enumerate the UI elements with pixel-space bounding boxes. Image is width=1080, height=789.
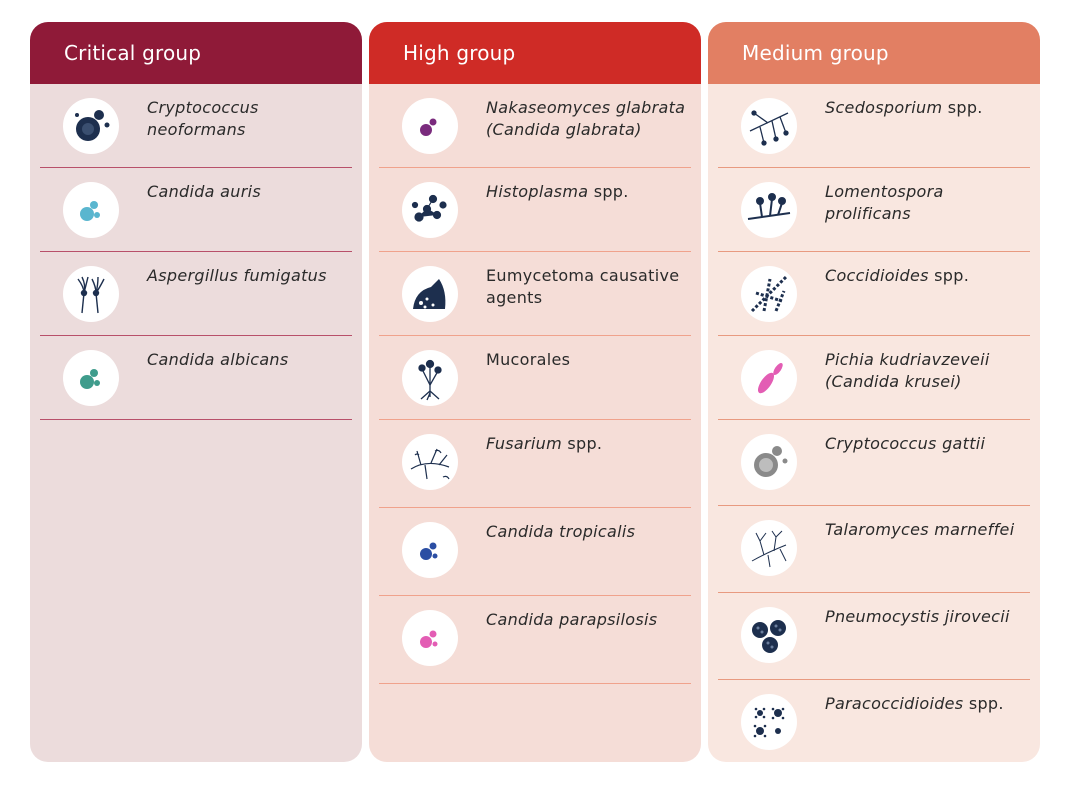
species-name: Fusarium xyxy=(486,434,562,453)
species-suffix: spp. xyxy=(963,694,1004,713)
list-item: Pneumocystis jirovecii xyxy=(718,593,1030,680)
high-group-column: High group Nakaseomyces glabrata (Candid… xyxy=(369,22,701,762)
pilot-wheel-icon xyxy=(741,694,797,750)
cryptococcus-cell-icon xyxy=(63,98,119,154)
species-name: Talaromyces marneffei xyxy=(825,520,1015,539)
high-group-header: High group xyxy=(369,22,701,84)
species-suffix: Eumycetoma causative agents xyxy=(486,266,680,307)
cyst-cluster-icon xyxy=(741,607,797,663)
yeast-cell-icon xyxy=(402,522,458,578)
yeast-cell-icon xyxy=(63,350,119,406)
list-item: Talaromyces marneffei xyxy=(718,506,1030,593)
list-item: Mucorales xyxy=(379,336,691,420)
list-item: Cryptococcus neoformans xyxy=(40,84,352,168)
elongated-cell-icon xyxy=(741,350,797,406)
species-name: Nakaseomyces glabrata (Candida glabrata) xyxy=(486,98,686,139)
list-item: Pichia kudriavzeveii (Candida krusei) xyxy=(718,336,1030,420)
cryptococcus-cell-icon xyxy=(741,434,797,490)
list-item: Nakaseomyces glabrata (Candida glabrata) xyxy=(379,84,691,168)
granule-icon xyxy=(402,266,458,322)
sporangium-icon xyxy=(402,350,458,406)
mold-spores-icon xyxy=(63,266,119,322)
yeast-cell-icon xyxy=(402,610,458,666)
yeast-cell-icon xyxy=(63,182,119,238)
species-name: Lomentospora prolificans xyxy=(825,182,944,223)
list-item: Eumycetoma causative agents xyxy=(379,252,691,336)
species-name: Candida albicans xyxy=(147,350,289,369)
species-name: Paracoccidioides xyxy=(825,694,964,713)
list-item: Fusarium spp. xyxy=(379,420,691,508)
species-name: Histoplasma xyxy=(486,182,589,201)
species-name: Scedosporium xyxy=(825,98,943,117)
species-suffix: Mucorales xyxy=(486,350,571,369)
species-name: Pichia kudriavzeveii (Candida krusei) xyxy=(825,350,990,391)
arthroconidia-icon xyxy=(741,266,797,322)
species-name: Pneumocystis jirovecii xyxy=(825,607,1010,626)
species-suffix: spp. xyxy=(588,182,629,201)
list-item: Scedosporium spp. xyxy=(718,84,1030,168)
hyphae-icon xyxy=(402,434,458,490)
list-item: Candida auris xyxy=(40,168,352,252)
species-name: Cryptococcus gattii xyxy=(825,434,986,453)
list-item: Candida albicans xyxy=(40,336,352,420)
list-item: Lomentospora prolificans xyxy=(718,168,1030,252)
list-item: Aspergillus fumigatus xyxy=(40,252,352,336)
list-item: Candida parapsilosis xyxy=(379,596,691,684)
yeast-cell-icon xyxy=(402,98,458,154)
medium-group-header: Medium group xyxy=(708,22,1040,84)
species-name: Coccidioides xyxy=(825,266,929,285)
species-suffix: spp. xyxy=(562,434,603,453)
species-name: Aspergillus fumigatus xyxy=(147,266,327,285)
species-name: Candida auris xyxy=(147,182,261,201)
branching-hyphae-icon xyxy=(741,98,797,154)
species-name: Candida parapsilosis xyxy=(486,610,658,629)
star-cells-icon xyxy=(402,182,458,238)
species-name: Cryptococcus neoformans xyxy=(147,98,259,139)
species-suffix: spp. xyxy=(928,266,970,285)
critical-group-header: Critical group xyxy=(30,22,362,84)
tree-hyphae-icon xyxy=(741,520,797,576)
species-suffix: spp. xyxy=(942,98,983,117)
critical-group-column: Critical group Cryptococcus neoformans C… xyxy=(30,22,362,762)
list-item: Cryptococcus gattii xyxy=(718,420,1030,506)
list-item: Histoplasma spp. xyxy=(379,168,691,252)
list-item: Candida tropicalis xyxy=(379,508,691,596)
species-name: Candida tropicalis xyxy=(486,522,636,541)
list-item: Paracoccidioides spp. xyxy=(718,680,1030,756)
list-item: Coccidioides spp. xyxy=(718,252,1030,336)
medium-group-column: Medium group Scedosporium spp. Lomentosp… xyxy=(708,22,1040,762)
conidiophore-icon xyxy=(741,182,797,238)
